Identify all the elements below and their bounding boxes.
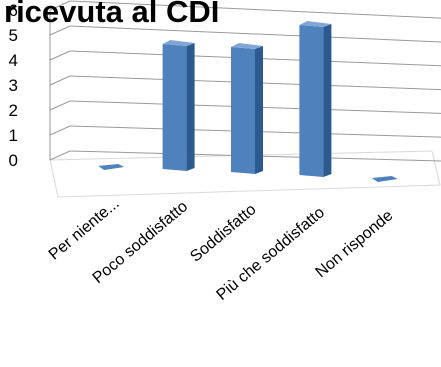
x-axis-categories: Per niente...Poco soddisfattoSoddisfatto… (46, 195, 397, 304)
y-tick-label: 4 (9, 51, 18, 70)
bar-top (162, 40, 195, 46)
x-category-label: Soddisfatto (187, 201, 259, 266)
bar-flat (98, 164, 125, 170)
bar-side (255, 46, 263, 174)
gridline-wall (49, 100, 71, 111)
gridline (69, 0, 441, 19)
bar (371, 176, 398, 182)
bar (231, 43, 263, 174)
y-axis-ticks: 0 1 2 3 4 5 6 (9, 1, 18, 170)
gridline-wall (49, 50, 71, 61)
gridline-wall (49, 0, 71, 11)
y-tick-label: 6 (9, 1, 18, 20)
y-tick-label: 5 (9, 26, 18, 45)
gridline-wall (49, 25, 71, 36)
y-tick-label: 2 (9, 101, 18, 120)
x-category-label: Per niente... (46, 195, 123, 263)
bar-front (162, 44, 187, 171)
bar-side (323, 24, 332, 177)
gridline-wall (49, 125, 71, 136)
y-tick-label: 0 (9, 151, 18, 170)
bar (162, 40, 195, 171)
y-tick-label: 3 (9, 76, 18, 95)
chart-title: ricevuta al CDI (4, 0, 219, 29)
bar-top (231, 43, 263, 49)
gridline-wall (49, 75, 71, 86)
bar-top (299, 21, 332, 27)
bar (98, 164, 125, 170)
bar-front (231, 47, 255, 174)
y-tick-label: 1 (9, 126, 18, 145)
bar-flat (371, 176, 398, 182)
bar (299, 21, 332, 177)
gridline (69, 25, 441, 43)
bar-front (299, 25, 324, 177)
gridline-wall (49, 150, 71, 161)
bars (98, 21, 398, 182)
bar-side (186, 43, 195, 171)
